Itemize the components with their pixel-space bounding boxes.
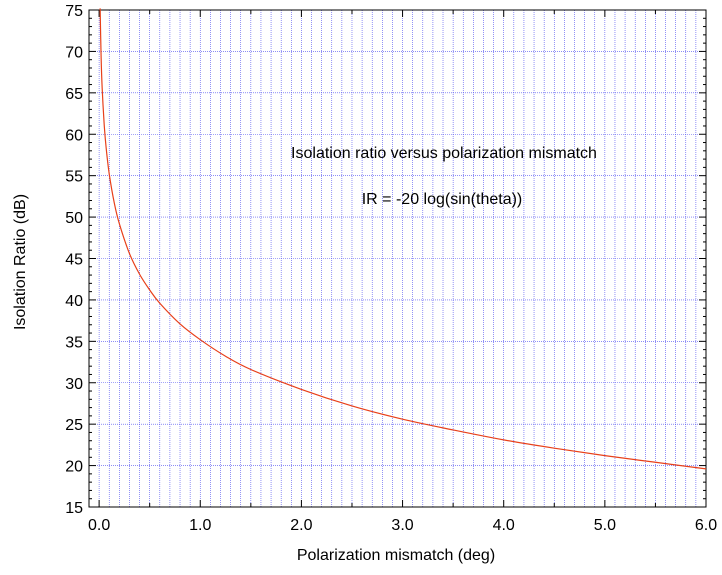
x-axis-label: Polarization mismatch (deg) xyxy=(297,547,495,564)
x-tick-label: 4.0 xyxy=(493,517,515,534)
y-tick-label: 60 xyxy=(65,127,83,144)
x-tick-label: 1.0 xyxy=(189,517,211,534)
y-tick-label: 35 xyxy=(65,334,83,351)
y-tick-label: 30 xyxy=(65,376,83,393)
x-tick-labels: 0.0 1.0 2.0 3.0 4.0 5.0 6.0 xyxy=(88,517,717,534)
series-layer xyxy=(99,8,707,470)
y-tick-label: 15 xyxy=(65,500,83,517)
y-tick-label: 50 xyxy=(65,210,83,227)
x-tick-label: 3.0 xyxy=(391,517,413,534)
y-tick-label: 55 xyxy=(65,169,83,186)
x-tick-label: 0.0 xyxy=(88,517,110,534)
y-tick-label: 65 xyxy=(65,86,83,103)
y-tick-labels: 15 20 25 30 35 40 45 50 55 60 65 70 75 xyxy=(65,3,83,517)
x-tick-label: 5.0 xyxy=(594,517,616,534)
y-tick-label: 70 xyxy=(65,44,83,61)
chart-title: Isolation ratio versus polarization mism… xyxy=(291,145,597,162)
y-axis-label: Isolation Ratio (dB) xyxy=(12,194,29,330)
grid xyxy=(89,10,706,507)
y-tick-label: 25 xyxy=(65,417,83,434)
y-tick-label: 40 xyxy=(65,293,83,310)
x-tick-label: 2.0 xyxy=(290,517,312,534)
y-tick-label: 45 xyxy=(65,252,83,269)
y-tick-label: 20 xyxy=(65,459,83,476)
y-tick-label: 75 xyxy=(65,3,83,20)
axis-ticks xyxy=(89,9,707,508)
chart-formula: IR = -20 log(sin(theta)) xyxy=(362,191,523,208)
x-tick-label: 6.0 xyxy=(695,517,717,534)
series-line-isolation-ratio xyxy=(99,8,707,470)
